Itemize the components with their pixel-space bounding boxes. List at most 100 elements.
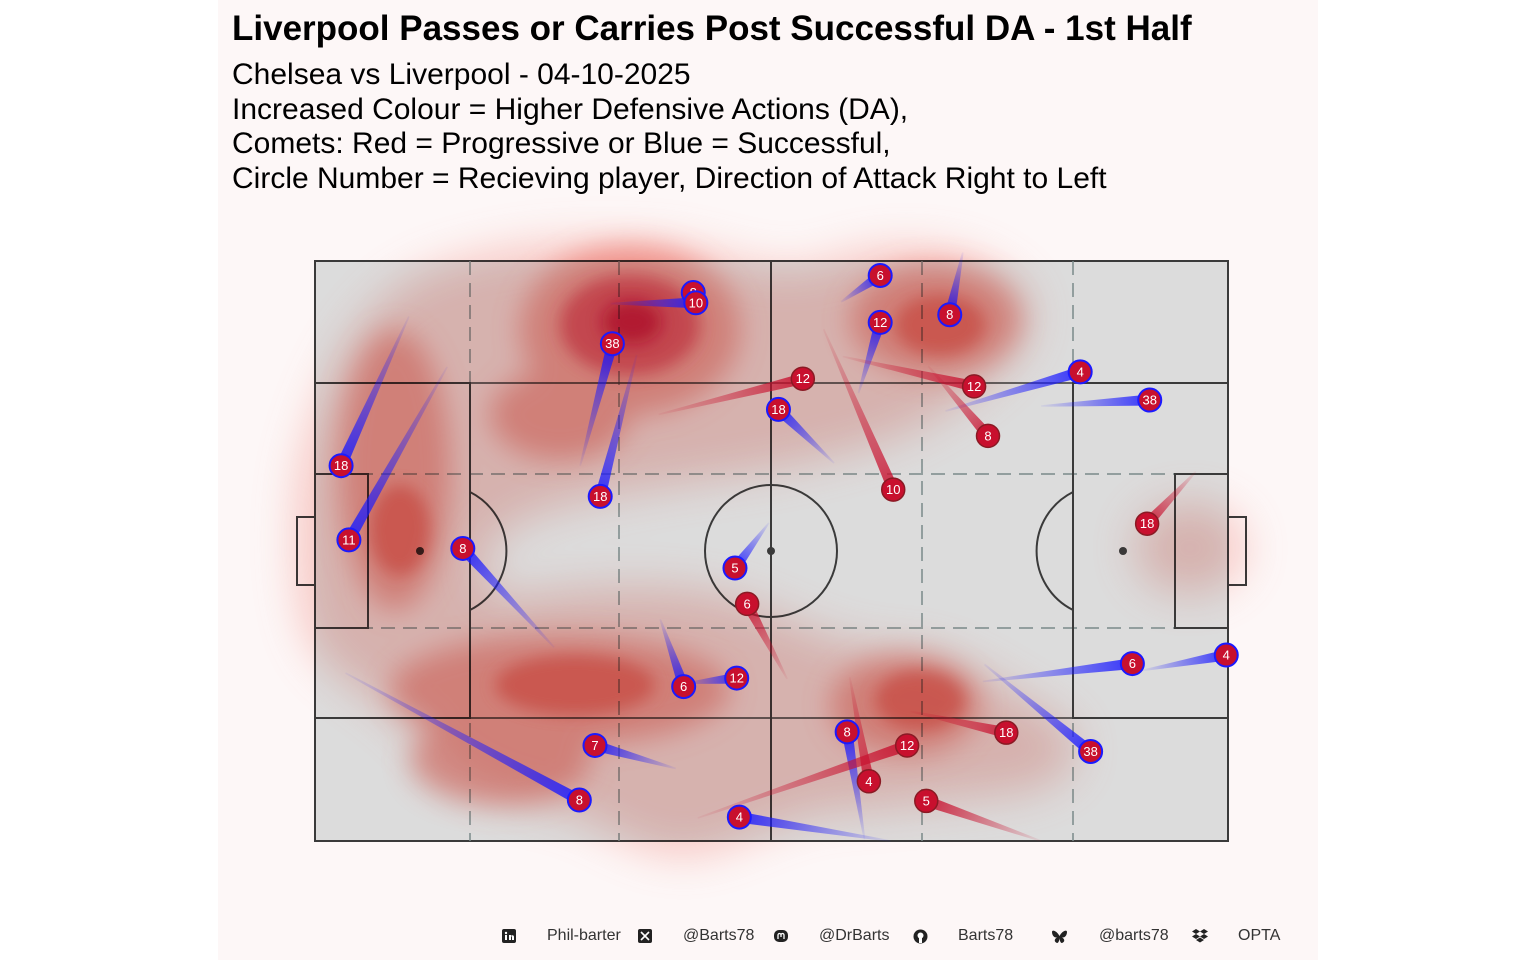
comet-successful	[594, 354, 638, 498]
receiver-marker	[975, 423, 1001, 449]
receiver-marker	[914, 788, 939, 814]
receiver-marker	[1078, 738, 1104, 764]
dropbox-icon[interactable]	[1191, 924, 1209, 948]
markers-layer: 8103818181185612784818612843864381210128…	[328, 263, 1239, 830]
linkedin-handle[interactable]: Phil-barter	[547, 927, 621, 944]
receiver-marker	[722, 555, 748, 581]
receiver-number: 5	[731, 561, 738, 576]
comet-successful	[982, 658, 1133, 683]
subtitle-line-1: Chelsea vs Liverpool - 04-10-2025	[232, 58, 691, 91]
receiver-number: 18	[771, 402, 785, 417]
comet-successful	[610, 297, 696, 309]
right-penalty-arc	[1035, 491, 1074, 611]
comet-progressive	[697, 740, 909, 819]
credits-footer: Phil-barter @Barts78 @DrBarts Barts78 @b…	[0, 924, 1536, 948]
github-icon[interactable]	[911, 924, 929, 948]
receiver-number: 4	[736, 810, 743, 825]
receiver-marker	[336, 527, 362, 553]
comet-successful	[1041, 394, 1150, 407]
comet-successful	[1142, 649, 1228, 672]
receiver-number: 8	[844, 724, 851, 739]
mastodon-handle[interactable]: @DrBarts	[819, 927, 890, 944]
linkedin-icon[interactable]	[500, 924, 518, 948]
receiver-number: 5	[923, 793, 930, 808]
receiver-number: 8	[576, 793, 583, 808]
receiver-marker	[566, 787, 592, 813]
comets-layer	[336, 252, 1228, 842]
receiver-marker	[328, 453, 354, 479]
comet-progressive	[924, 795, 1042, 842]
receiver-number: 6	[1129, 656, 1136, 671]
receiver-number: 6	[877, 268, 884, 283]
subtitle-line-4: Circle Number = Recieving player, Direct…	[232, 162, 1107, 195]
subtitle-line-2: Increased Colour = Higher Defensive Acti…	[232, 93, 909, 126]
receiver-number: 38	[605, 336, 619, 351]
comet-successful	[841, 730, 866, 840]
receiver-number: 12	[873, 315, 887, 330]
receiver-number: 8	[984, 428, 991, 443]
bluesky-icon[interactable]	[1049, 924, 1069, 948]
receiver-marker	[587, 483, 613, 509]
comet-progressive	[1143, 471, 1197, 528]
comet-successful	[344, 366, 448, 543]
receiver-marker	[450, 535, 476, 561]
comet-progressive	[822, 328, 899, 492]
right-penalty-spot	[1119, 547, 1127, 555]
receiver-number: 10	[689, 295, 703, 310]
receiver-marker	[834, 719, 860, 745]
comet-successful	[857, 320, 886, 394]
receiver-number: 18	[999, 725, 1013, 740]
comet-progressive	[927, 365, 993, 440]
receiver-number: 38	[1083, 744, 1097, 759]
bluesky-handle[interactable]: @barts78	[1099, 927, 1169, 944]
receiver-marker	[726, 804, 752, 830]
comet-successful	[345, 672, 582, 805]
x-twitter-icon[interactable]	[636, 924, 654, 948]
subtitle-line-3: Comets: Red = Progressive or Blue = Succ…	[232, 127, 891, 160]
data-source: OPTA	[1238, 927, 1281, 944]
receiver-marker	[856, 769, 882, 794]
receiver-marker	[790, 366, 816, 391]
receiver-marker	[1134, 511, 1160, 536]
receiver-number: 12	[796, 371, 810, 386]
receiver-number: 18	[334, 458, 348, 473]
receiver-marker	[1119, 651, 1145, 677]
comet-progressive	[910, 710, 1008, 738]
receiver-marker	[582, 732, 608, 758]
receiver-marker	[724, 665, 750, 691]
receiver-marker	[894, 733, 920, 758]
receiver-marker	[599, 331, 625, 357]
receiver-number: 12	[729, 671, 743, 686]
receiver-number: 6	[744, 596, 751, 611]
receiver-number: 4	[1077, 364, 1084, 379]
comet-progressive	[658, 373, 805, 416]
comet-successful	[336, 316, 410, 468]
receiver-number: 10	[886, 482, 900, 497]
centre-spot	[767, 547, 775, 555]
comet-successful	[774, 405, 835, 464]
receiver-marker	[880, 477, 906, 502]
receiver-number: 38	[1143, 393, 1157, 408]
receiver-marker	[671, 674, 697, 700]
receiver-number: 6	[680, 679, 687, 694]
comet-progressive	[742, 601, 788, 680]
receiver-marker	[937, 302, 963, 328]
mastodon-icon[interactable]	[772, 924, 790, 948]
comet-successful	[458, 544, 555, 648]
comet-successful	[984, 663, 1095, 756]
x-handle[interactable]: @Barts78	[683, 927, 755, 944]
comet-successful	[945, 366, 1082, 412]
receiver-number: 18	[1140, 516, 1154, 531]
comet-successful	[659, 619, 689, 689]
comet-successful	[944, 252, 964, 316]
chart-title: Liverpool Passes or Carries Post Success…	[232, 9, 1192, 48]
receiver-number: 12	[967, 379, 981, 394]
receiver-number: 8	[946, 307, 953, 322]
receiver-marker	[867, 263, 893, 288]
comet-successful	[593, 740, 677, 770]
receiver-marker	[994, 720, 1019, 745]
receiver-number: 18	[593, 489, 607, 504]
github-handle[interactable]: Barts78	[958, 927, 1014, 944]
receiver-marker	[961, 374, 987, 399]
